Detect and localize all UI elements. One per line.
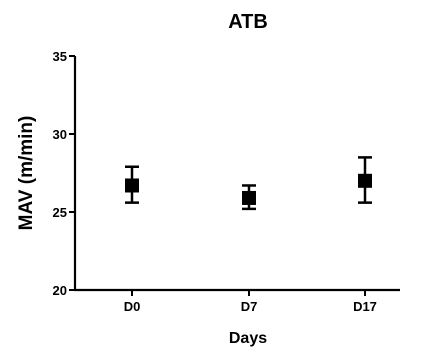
x-tick-label: D7: [241, 299, 258, 314]
y-ticks: 20 25 30 35: [53, 49, 75, 298]
x-ticks: D0 D7 D17: [124, 290, 377, 314]
x-tick-label: D0: [124, 299, 141, 314]
data-point-group: [125, 165, 139, 204]
x-tick-label: D17: [353, 299, 377, 314]
data-point: [358, 173, 372, 188]
data-point-group: [358, 156, 372, 204]
data-marks: [125, 156, 372, 211]
data-point: [242, 190, 256, 205]
y-tick-label: 35: [53, 49, 67, 64]
y-axis-label: MAV (m/min): [16, 116, 37, 231]
y-tick-label: 25: [53, 205, 67, 220]
chart-title: ATB: [228, 11, 268, 33]
y-tick-label: 30: [53, 127, 67, 142]
y-tick-label: 20: [53, 283, 67, 298]
axes: [73, 56, 400, 292]
data-point-group: [242, 184, 256, 211]
data-point: [125, 178, 139, 193]
x-axis-label: Days: [229, 330, 267, 347]
